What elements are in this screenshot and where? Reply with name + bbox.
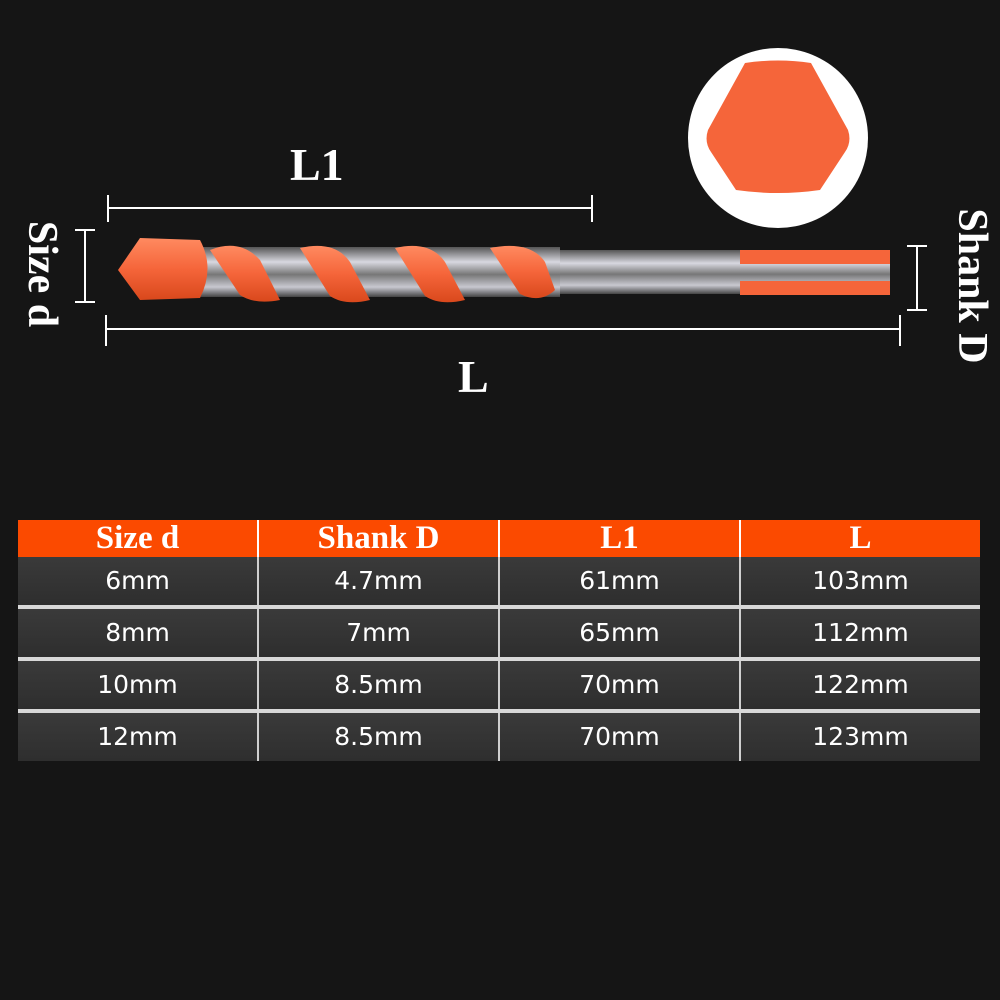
cell: 112mm — [812, 618, 909, 647]
cell: 123mm — [812, 722, 909, 751]
table-header: Size d Shank D L1 L — [18, 520, 980, 557]
header-l: L — [849, 520, 872, 556]
table-row: 6mm 4.7mm 61mm 103mm — [18, 557, 980, 609]
l1-label: L1 — [290, 139, 344, 190]
l-label: L — [458, 351, 489, 402]
cell: 8mm — [18, 609, 259, 657]
cell: 103mm — [812, 566, 909, 595]
spec-table: Size d Shank D L1 L 6mm 4.7mm 61mm 103mm… — [18, 520, 980, 761]
cell: 122mm — [812, 670, 909, 699]
cell: 65mm — [500, 609, 741, 657]
header-shank-d: Shank D — [259, 520, 500, 557]
header-l1: L1 — [500, 520, 741, 557]
dimension-lines — [75, 195, 927, 346]
header-size-d: Size d — [18, 520, 259, 557]
cell: 70mm — [500, 661, 741, 709]
size-d-label: Size d — [19, 220, 65, 328]
cell: 12mm — [18, 713, 259, 761]
table-row: 10mm 8.5mm 70mm 122mm — [18, 661, 980, 713]
cell: 7mm — [259, 609, 500, 657]
cell: 70mm — [500, 713, 741, 761]
cell: 4.7mm — [259, 557, 500, 605]
cell: 8.5mm — [259, 661, 500, 709]
cell: 6mm — [18, 557, 259, 605]
cross-section-badge — [688, 48, 868, 228]
drill-diagram — [75, 48, 927, 346]
cell: 61mm — [500, 557, 741, 605]
table-row: 8mm 7mm 65mm 112mm — [18, 609, 980, 661]
shank-d-label: Shank D — [949, 208, 995, 364]
cell: 10mm — [18, 661, 259, 709]
cell: 8.5mm — [259, 713, 500, 761]
triangular-shank-icon — [706, 60, 850, 193]
drill-tip — [118, 238, 208, 300]
table-row: 12mm 8.5mm 70mm 123mm — [18, 713, 980, 761]
drill-bit — [118, 238, 890, 303]
